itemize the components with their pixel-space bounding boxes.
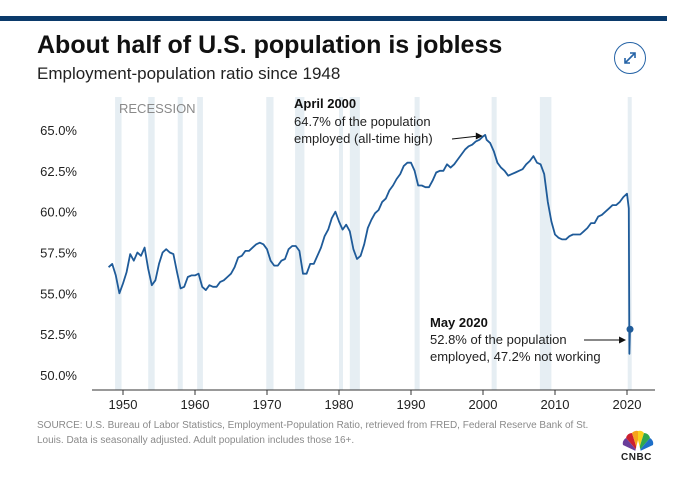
x-tick-label: 1980	[325, 397, 354, 412]
recession-band	[349, 97, 360, 390]
source-note: SOURCE: U.S. Bureau of Labor Statistics,…	[37, 420, 589, 446]
x-tick-label: 2010	[541, 397, 570, 412]
annotation-peak-title: April 2000	[294, 96, 356, 111]
recession-band	[295, 97, 305, 390]
recession-band	[148, 97, 155, 390]
x-tick-label: 2020	[613, 397, 642, 412]
y-tick-label: 65.0%	[40, 123, 77, 138]
annotation-peak-line: employed (all-time high)	[294, 131, 433, 146]
annotation-peak-arrowhead	[475, 132, 483, 140]
peacock-icon	[622, 430, 654, 452]
recession-band	[339, 97, 343, 390]
recession-band	[266, 97, 274, 390]
y-tick-label: 57.5%	[40, 246, 77, 261]
x-tick-label: 1950	[109, 397, 138, 412]
chart-title: About half of U.S. population is jobless	[37, 31, 503, 59]
y-tick-label: 50.0%	[40, 368, 77, 383]
annotation-may2020-title: May 2020	[430, 315, 488, 330]
may2020-marker	[626, 325, 634, 333]
y-tick-label: 52.5%	[40, 327, 77, 342]
recession-band	[414, 97, 420, 390]
recession-band	[115, 97, 122, 390]
y-tick-label: 62.5%	[40, 164, 77, 179]
x-tick-label: 1960	[181, 397, 210, 412]
recession-band	[491, 97, 497, 390]
annotation-may2020-line: 52.8% of the population	[430, 332, 567, 347]
annotation-peak-line: 64.7% of the population	[294, 114, 431, 129]
x-tick-label: 2000	[469, 397, 498, 412]
expand-button[interactable]	[614, 42, 646, 74]
expand-arrows-icon	[624, 52, 636, 64]
cnbc-logo-text: CNBC	[621, 452, 652, 463]
x-tick-label: 1990	[397, 397, 426, 412]
annotation-peak-arrow	[451, 135, 479, 140]
recession-band	[539, 97, 552, 390]
x-tick-label: 1970	[253, 397, 282, 412]
top-accent-bar	[0, 16, 667, 21]
y-tick-label: 60.0%	[40, 205, 77, 220]
recession-band	[197, 97, 203, 390]
y-tick-label: 55.0%	[40, 286, 77, 301]
recession-band	[177, 97, 183, 390]
annotation-may2020-arrowhead	[619, 336, 627, 344]
recession-label: RECESSION	[119, 101, 196, 116]
series-line	[107, 134, 631, 355]
annotation-may2020-line: employed, 47.2% not working	[430, 349, 601, 364]
chart-subtitle: Employment-population ratio since 1948	[37, 64, 341, 83]
